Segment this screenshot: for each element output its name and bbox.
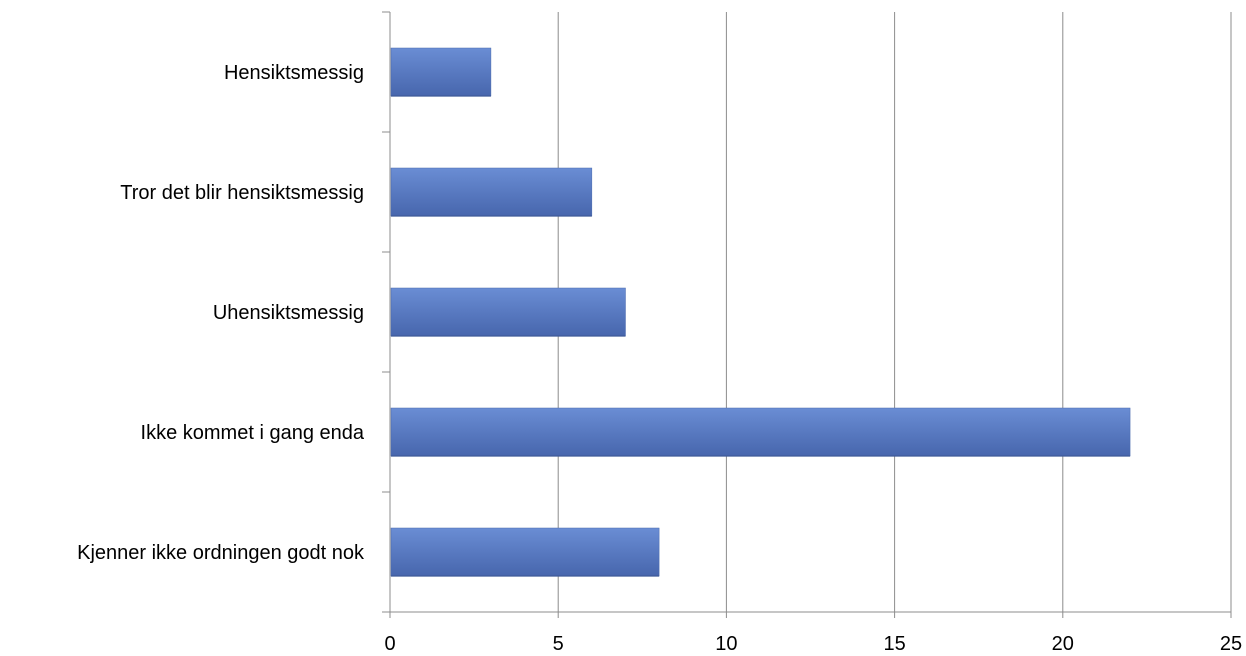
category-label: Ikke kommet i gang enda [141, 422, 365, 444]
bars [390, 47, 1131, 577]
x-tick-label: 0 [384, 633, 395, 655]
bar-2 [390, 287, 626, 337]
bar-shadow-3 [391, 455, 1131, 457]
bar-4 [390, 527, 660, 577]
category-label: Kjenner ikke ordningen godt nok [77, 542, 365, 564]
category-label: Uhensiktsmessig [213, 302, 364, 324]
x-tick-label: 5 [553, 633, 564, 655]
category-label: Tror det blir hensiktsmessig [120, 182, 364, 204]
bar-0 [390, 47, 492, 97]
bar-shadow-1 [391, 215, 592, 217]
x-tick-label: 15 [883, 633, 905, 655]
bar-shadow-4 [391, 575, 660, 577]
bar-shadow-0 [391, 95, 491, 97]
category-label: Hensiktsmessig [224, 62, 364, 84]
bar-1 [390, 167, 593, 217]
x-tick-label: 10 [715, 633, 737, 655]
x-tick-label: 20 [1052, 633, 1074, 655]
bar-shadow-2 [391, 335, 626, 337]
axes [382, 11, 1232, 618]
bar-3 [390, 407, 1131, 457]
labels: 0 5 10 15 20 25 Hensiktsmessig Tror det blir he… [77, 62, 1242, 655]
x-tick-label: 25 [1220, 633, 1242, 655]
gridlines [557, 12, 1232, 612]
